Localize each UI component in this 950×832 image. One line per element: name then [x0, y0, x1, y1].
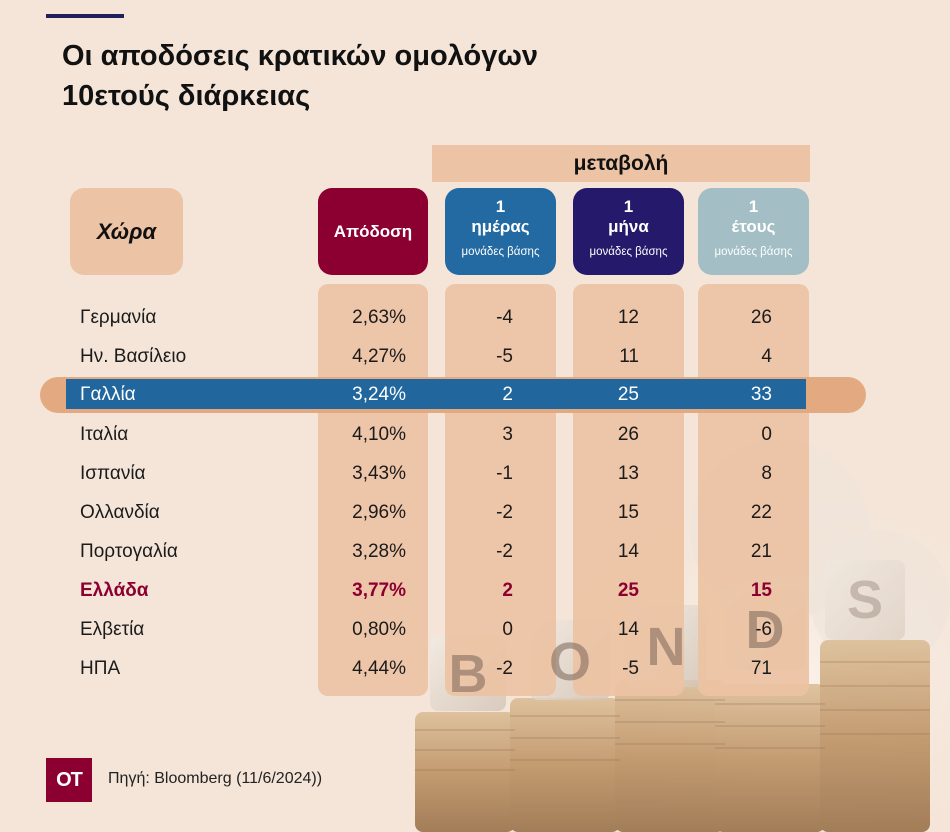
table-row: Ην. Βασίλειο 4,27% -5 11 4 [0, 338, 950, 376]
row-yield: 4,44% [352, 658, 406, 679]
yield-column-bg [318, 284, 428, 696]
row-year-change: -6 [755, 619, 772, 640]
row-country: Ελβετία [80, 619, 145, 640]
row-month-change: 25 [617, 580, 639, 601]
row-yield: 3,77% [352, 580, 406, 601]
day-column-bg [445, 284, 556, 696]
row-country: Ην. Βασίλειο [80, 346, 187, 367]
row-day-change: -2 [496, 658, 513, 679]
row-country: Ιταλία [80, 424, 129, 445]
day-header-unit: μονάδες βάσης [461, 246, 540, 258]
row-country: Γερμανία [80, 307, 157, 328]
year-header-unit: μονάδες βάσης [714, 246, 793, 258]
year-header-number: 1 [748, 197, 759, 216]
row-country: ΗΠΑ [80, 658, 121, 679]
row-day-change: -2 [496, 502, 513, 523]
row-country: Γαλλία [80, 384, 136, 405]
row-country: Ελλάδα [80, 580, 149, 601]
row-year-change: 22 [750, 502, 772, 523]
row-year-change: 71 [750, 658, 772, 679]
row-month-change: 15 [617, 502, 639, 523]
row-yield: 4,27% [352, 346, 406, 367]
month-header-period: μήνα [608, 217, 649, 236]
table-row: Ελβετία 0,80% 0 14 -6 [0, 611, 950, 649]
year-column-bg [698, 284, 809, 696]
table-row: Ιταλία 4,10% 3 26 0 [0, 416, 950, 454]
year-change-header: 1 έτους μονάδες βάσης [698, 188, 809, 275]
table-row: Ισπανία 3,43% -1 13 8 [0, 455, 950, 493]
table-row: ΗΠΑ 4,44% -2 -5 71 [0, 650, 950, 688]
row-year-change: 0 [761, 424, 772, 445]
row-yield: 0,80% [352, 619, 406, 640]
row-year-change: 21 [750, 541, 772, 562]
row-day-change: -1 [496, 463, 513, 484]
row-yield: 3,28% [352, 541, 406, 562]
chart-title: Οι αποδόσεις κρατικών ομολόγων 10ετούς δ… [62, 36, 538, 116]
table-row-highlighted: Γαλλία 3,24% 2 25 33 [0, 376, 950, 414]
row-day-change: 3 [502, 424, 513, 445]
row-month-change: 11 [619, 346, 639, 367]
change-header-label: μεταβολή [573, 152, 669, 175]
title-line-2: 10ετούς διάρκειας [62, 80, 311, 112]
month-column-bg [573, 284, 684, 696]
day-change-header: 1 ημέρας μονάδες βάσης [445, 188, 556, 275]
row-yield: 3,24% [352, 384, 406, 405]
row-month-change: 13 [617, 463, 639, 484]
country-header: Χώρα [70, 188, 183, 275]
row-country: Ολλανδία [80, 502, 160, 523]
source-note: Πηγή: Bloomberg (11/6/2024)) [108, 770, 323, 787]
accent-line [46, 14, 124, 18]
row-year-change: 15 [750, 580, 772, 601]
row-day-change: -5 [496, 346, 513, 367]
row-year-change: 26 [750, 307, 772, 328]
year-header-period: έτους [731, 217, 776, 236]
table-row: Πορτογαλία 3,28% -2 14 21 [0, 533, 950, 571]
change-header-band [432, 145, 810, 182]
month-header-unit: μονάδες βάσης [589, 246, 668, 258]
ot-logo: OT [46, 758, 92, 802]
month-change-header: 1 μήνα μονάδες βάσης [573, 188, 684, 275]
table-row-greece: Ελλάδα 3,77% 2 25 15 [0, 572, 950, 610]
title-line-1: Οι αποδόσεις κρατικών ομολόγων [62, 40, 538, 72]
table-row: Ολλανδία 2,96% -2 15 22 [0, 494, 950, 532]
row-year-change: 8 [761, 463, 772, 484]
row-month-change: 12 [617, 307, 639, 328]
row-day-change: 2 [502, 580, 513, 601]
month-header-number: 1 [623, 197, 634, 216]
day-header-period: ημέρας [471, 217, 530, 236]
row-day-change: 2 [502, 384, 513, 405]
row-month-change: -5 [622, 658, 639, 679]
row-month-change: 26 [617, 424, 639, 445]
row-month-change: 14 [617, 541, 639, 562]
row-year-change: 4 [761, 346, 772, 367]
row-yield: 2,96% [352, 502, 406, 523]
highlight-row-bar [66, 379, 806, 409]
row-day-change: -4 [496, 307, 513, 328]
day-header-number: 1 [495, 197, 506, 216]
yield-header: Απόδοση [318, 188, 428, 275]
row-country: Πορτογαλία [80, 541, 178, 562]
row-yield: 3,43% [352, 463, 406, 484]
row-country: Ισπανία [80, 463, 146, 484]
row-day-change: 0 [502, 619, 513, 640]
row-month-change: 14 [617, 619, 639, 640]
row-month-change: 25 [617, 384, 639, 405]
row-year-change: 33 [750, 384, 772, 405]
row-yield: 4,10% [352, 424, 406, 445]
table-row: Γερμανία 2,63% -4 12 26 [0, 299, 950, 337]
row-yield: 2,63% [352, 307, 406, 328]
row-day-change: -2 [496, 541, 513, 562]
